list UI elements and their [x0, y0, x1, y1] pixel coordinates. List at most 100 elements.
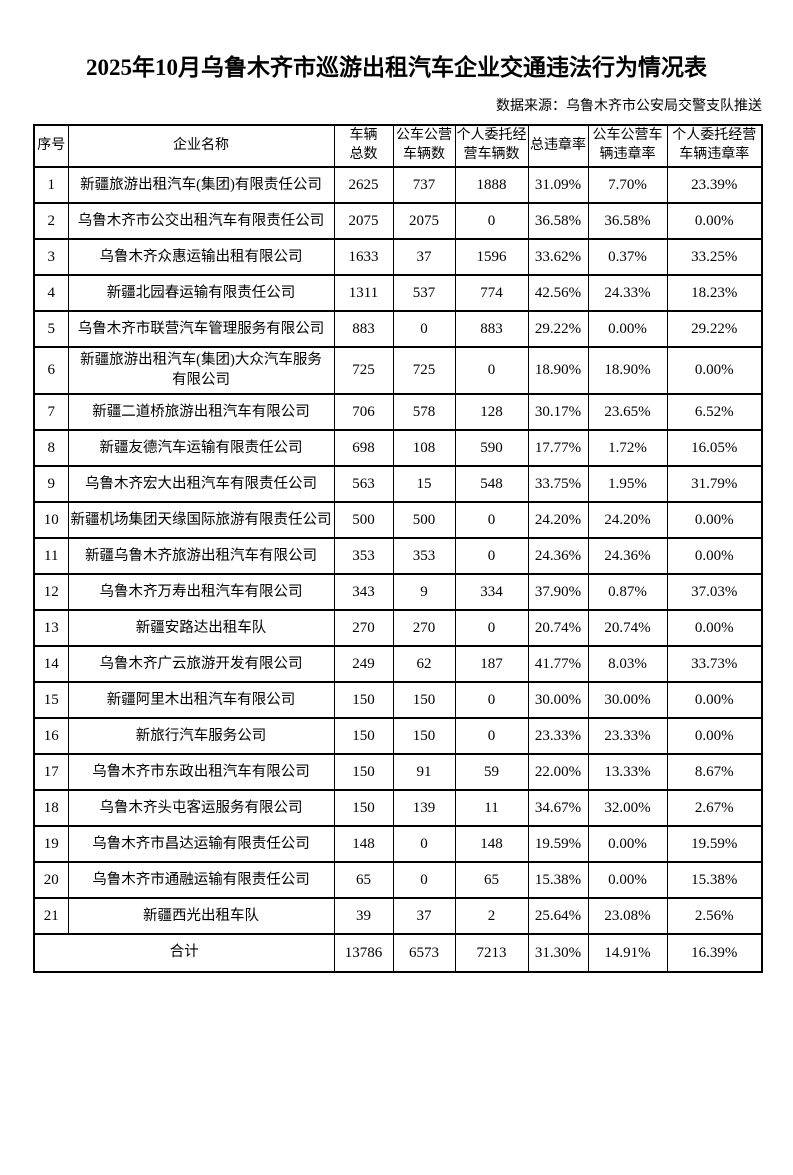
total-rate-cell: 23.33% — [527, 716, 589, 755]
total-vehicles-cell: 353 — [333, 536, 394, 575]
personal-vehicles-cell: 0 — [454, 346, 529, 395]
personal-rate-cell: 6.52% — [666, 392, 763, 431]
company-name-cell: 新疆旅游出租汽车(集团)大众汽车服务 有限公司 — [67, 346, 335, 395]
personal-vehicles-cell: 334 — [454, 572, 529, 611]
table-row: 20 乌鲁木齐市通融运输有限责任公司 65 0 65 15.38% 0.00% 15.38% — [33, 860, 763, 899]
total-rate-cell: 33.62% — [527, 238, 589, 277]
public-rate-cell: 14.91% — [587, 932, 668, 973]
company-name-cell: 新疆友德汽车运输有限责任公司 — [67, 428, 335, 467]
total-vehicles-cell: 150 — [333, 788, 394, 827]
public-rate-cell: 32.00% — [587, 788, 668, 827]
company-name-cell: 新疆北园春运输有限责任公司 — [67, 274, 335, 313]
personal-vehicles-cell: 0 — [454, 536, 529, 575]
table-row: 21 新疆西光出租车队 39 37 2 25.64% 23.08% 2.56% — [33, 896, 763, 935]
total-vehicles-cell: 249 — [333, 644, 394, 683]
data-source-note: 数据来源：乌鲁木齐市公安局交警支队推送 — [496, 98, 762, 114]
serial-cell: 1 — [33, 166, 69, 205]
total-rate-cell: 37.90% — [527, 572, 589, 611]
serial-cell: 4 — [33, 274, 69, 313]
public-rate-cell: 0.00% — [587, 310, 668, 349]
table-header-row: 序号 企业名称 车辆 总数 公车公营 车辆数 个人委托经 营车辆数 总违章率 公… — [33, 124, 763, 169]
personal-vehicles-cell: 128 — [454, 392, 529, 431]
total-rate-cell: 33.75% — [527, 464, 589, 503]
company-name-cell: 乌鲁木齐众惠运输出租有限公司 — [67, 238, 335, 277]
public-rate-cell: 30.00% — [587, 680, 668, 719]
public-vehicles-cell: 62 — [392, 644, 456, 683]
serial-cell: 17 — [33, 752, 69, 791]
company-name-cell: 乌鲁木齐广云旅游开发有限公司 — [67, 644, 335, 683]
public-rate-cell: 23.33% — [587, 716, 668, 755]
public-rate-cell: 1.95% — [587, 464, 668, 503]
personal-vehicles-cell: 7213 — [454, 932, 529, 973]
col-header-public-vehicles: 公车公营 车辆数 — [392, 124, 456, 169]
public-vehicles-cell: 9 — [392, 572, 456, 611]
personal-vehicles-cell: 883 — [454, 310, 529, 349]
serial-cell: 12 — [33, 572, 69, 611]
personal-vehicles-cell: 187 — [454, 644, 529, 683]
serial-cell: 7 — [33, 392, 69, 431]
total-vehicles-cell: 39 — [333, 896, 394, 935]
company-name-cell: 新疆阿里木出租汽车有限公司 — [67, 680, 335, 719]
total-vehicles-cell: 563 — [333, 464, 394, 503]
total-vehicles-cell: 65 — [333, 860, 394, 899]
personal-rate-cell: 8.67% — [666, 752, 763, 791]
serial-cell: 6 — [33, 346, 69, 395]
total-rate-cell: 19.59% — [527, 824, 589, 863]
total-rate-cell: 29.22% — [527, 310, 589, 349]
total-vehicles-cell: 883 — [333, 310, 394, 349]
company-name-cell: 新疆旅游出租汽车(集团)有限责任公司 — [67, 166, 335, 205]
public-vehicles-cell: 150 — [392, 716, 456, 755]
personal-vehicles-cell: 1888 — [454, 166, 529, 205]
total-vehicles-cell: 270 — [333, 608, 394, 647]
total-rate-cell: 36.58% — [527, 202, 589, 241]
serial-cell: 10 — [33, 500, 69, 539]
table-row: 19 乌鲁木齐市昌达运输有限责任公司 148 0 148 19.59% 0.00% 19.59… — [33, 824, 763, 863]
personal-rate-cell: 0.00% — [666, 536, 763, 575]
company-name-cell: 新疆西光出租车队 — [67, 896, 335, 935]
col-header-personal-vehicles: 个人委托经 营车辆数 — [454, 124, 529, 169]
personal-vehicles-cell: 2 — [454, 896, 529, 935]
personal-rate-cell: 29.22% — [666, 310, 763, 349]
public-rate-cell: 0.00% — [587, 824, 668, 863]
public-rate-cell: 8.03% — [587, 644, 668, 683]
table-row: 17 乌鲁木齐市东政出租汽车有限公司 150 91 59 22.00% 13.33% 8.67… — [33, 752, 763, 791]
company-name-cell: 乌鲁木齐市联营汽车管理服务有限公司 — [67, 310, 335, 349]
personal-rate-cell: 33.25% — [666, 238, 763, 277]
table-row: 15 新疆阿里木出租汽车有限公司 150 150 0 30.00% 30.00% 0.00% — [33, 680, 763, 719]
total-rate-cell: 25.64% — [527, 896, 589, 935]
public-rate-cell: 7.70% — [587, 166, 668, 205]
public-vehicles-cell: 139 — [392, 788, 456, 827]
total-vehicles-cell: 150 — [333, 680, 394, 719]
total-rate-cell: 41.77% — [527, 644, 589, 683]
personal-vehicles-cell: 11 — [454, 788, 529, 827]
personal-rate-cell: 16.05% — [666, 428, 763, 467]
col-header-public-rate: 公车公营车 辆违章率 — [587, 124, 668, 169]
total-vehicles-cell: 706 — [333, 392, 394, 431]
personal-vehicles-cell: 774 — [454, 274, 529, 313]
company-name-cell: 乌鲁木齐市通融运输有限责任公司 — [67, 860, 335, 899]
col-header-company: 企业名称 — [67, 124, 335, 169]
company-name-cell: 乌鲁木齐宏大出租汽车有限责任公司 — [67, 464, 335, 503]
public-vehicles-cell: 353 — [392, 536, 456, 575]
total-rate-cell: 20.74% — [527, 608, 589, 647]
serial-cell: 8 — [33, 428, 69, 467]
personal-rate-cell: 0.00% — [666, 680, 763, 719]
serial-cell: 15 — [33, 680, 69, 719]
public-vehicles-cell: 725 — [392, 346, 456, 395]
public-rate-cell: 20.74% — [587, 608, 668, 647]
total-label-cell: 合计 — [33, 932, 335, 973]
table-row: 11 新疆乌鲁木齐旅游出租汽车有限公司 353 353 0 24.36% 24.36% 0.0… — [33, 536, 763, 575]
col-header-total-vehicles: 车辆 总数 — [333, 124, 394, 169]
table-row: 5 乌鲁木齐市联营汽车管理服务有限公司 883 0 883 29.22% 0.00% 29.2… — [33, 310, 763, 349]
table-row: 4 新疆北园春运输有限责任公司 1311 537 774 42.56% 24.33% 18.2… — [33, 274, 763, 313]
serial-cell: 18 — [33, 788, 69, 827]
page-title: 2025年10月乌鲁木齐市巡游出租汽车企业交通违法行为情况表 — [86, 55, 707, 80]
personal-vehicles-cell: 0 — [454, 680, 529, 719]
personal-rate-cell: 0.00% — [666, 608, 763, 647]
company-name-cell: 乌鲁木齐头屯客运服务有限公司 — [67, 788, 335, 827]
public-vehicles-cell: 0 — [392, 310, 456, 349]
company-name-cell: 新疆机场集团天缘国际旅游有限责任公司 — [67, 500, 335, 539]
personal-rate-cell: 31.79% — [666, 464, 763, 503]
public-rate-cell: 24.20% — [587, 500, 668, 539]
personal-rate-cell: 16.39% — [666, 932, 763, 973]
